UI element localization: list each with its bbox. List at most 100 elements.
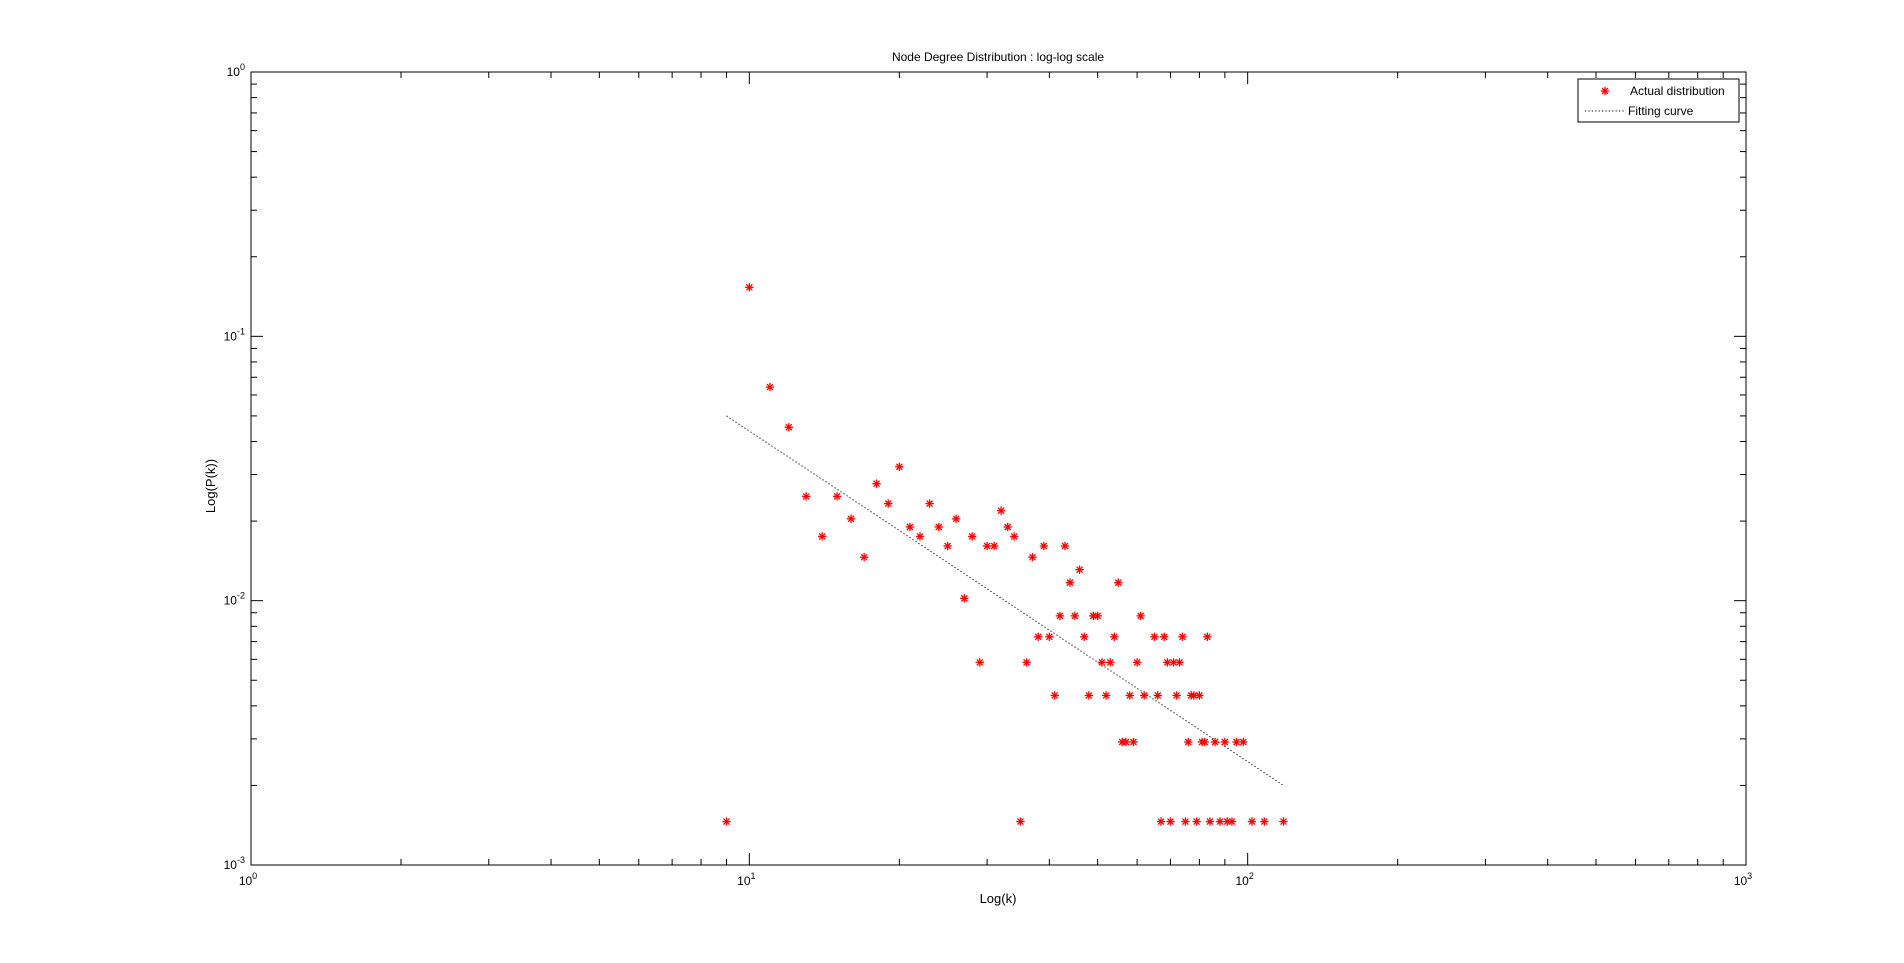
data-point: [1203, 632, 1212, 641]
data-point: [915, 532, 925, 541]
data-point: [905, 522, 915, 532]
axes-box: [250, 71, 1747, 866]
data-point: [1160, 632, 1169, 641]
data-point: [1097, 658, 1107, 667]
plot-area: 100 101 102 103 10-3 10-2 10-1 100: [224, 62, 1753, 888]
legend-box: [1577, 78, 1740, 123]
data-point: [1215, 817, 1225, 826]
data-point: [1060, 541, 1070, 551]
data-point: [975, 658, 984, 667]
data-point: [1093, 611, 1102, 621]
data-point: [943, 541, 952, 551]
data-point: [1136, 611, 1145, 621]
data-point: [1178, 632, 1187, 641]
x-axis-label: Log(k): [980, 891, 1017, 906]
data-point: [1022, 658, 1031, 667]
y-tick-label: 10-3: [224, 855, 245, 872]
data-point: [765, 382, 775, 392]
data-point: [934, 522, 944, 532]
y-axis-label: Log(P(k)): [203, 459, 218, 513]
data-point: [1195, 691, 1204, 700]
data-point: [967, 532, 977, 541]
series-layer: [722, 283, 1288, 826]
data-point: [1110, 632, 1119, 641]
data-point: [1140, 691, 1149, 700]
x-tick-label: 100: [239, 871, 257, 888]
fitting-curve-series: [726, 415, 1284, 786]
y-tick-label: 10-1: [224, 326, 245, 343]
data-point: [1239, 737, 1248, 747]
data-point: [1132, 658, 1142, 667]
axis-tick-labels: 100 101 102 103 10-3 10-2 10-1 100: [224, 62, 1753, 888]
data-point: [982, 541, 992, 551]
data-point: [1220, 737, 1230, 747]
actual-distribution-series: [722, 283, 1288, 826]
fitting-curve-line: [726, 415, 1284, 786]
data-point: [817, 532, 827, 541]
data-point: [1150, 632, 1159, 641]
data-point: [832, 492, 842, 501]
y-tick-label: 100: [227, 62, 245, 79]
data-point: [784, 423, 793, 432]
data-point: [895, 462, 904, 471]
data-point: [1156, 817, 1166, 826]
data-point: [1028, 553, 1037, 562]
data-point: [1125, 691, 1134, 700]
data-point: [872, 479, 881, 488]
data-point: [1172, 691, 1181, 700]
data-point: [884, 499, 893, 508]
x-tick-label: 103: [1734, 871, 1752, 888]
data-point: [1075, 565, 1084, 574]
data-point: [1045, 632, 1054, 641]
data-point: [1260, 817, 1269, 826]
data-point: [1034, 632, 1043, 641]
data-point: [1009, 532, 1019, 541]
x-tick-label: 101: [737, 871, 755, 888]
data-point: [1003, 522, 1012, 532]
data-point: [1080, 632, 1089, 641]
y-tick-label: 10-2: [224, 591, 245, 608]
legend-star-marker: [1600, 86, 1610, 96]
data-point: [1114, 578, 1123, 587]
legend-marker-actual: [1600, 86, 1610, 96]
data-point: [951, 514, 961, 524]
data-point: [1227, 817, 1237, 826]
data-point: [925, 499, 934, 508]
data-point: [1106, 658, 1115, 667]
axis-ticks: [250, 71, 1747, 866]
data-point: [1065, 578, 1075, 587]
data-point: [1166, 817, 1175, 826]
data-point: [1175, 658, 1184, 667]
data-point: [1016, 817, 1025, 826]
data-point: [960, 594, 969, 603]
data-point: [989, 541, 999, 551]
data-point: [1129, 737, 1138, 747]
legend: Actual distribution Fitting curve: [1577, 78, 1740, 123]
data-point: [745, 283, 754, 292]
data-point: [1153, 691, 1162, 700]
x-tick-label: 102: [1235, 871, 1253, 888]
legend-label-fitting: Fitting curve: [1628, 104, 1694, 118]
data-point: [1050, 691, 1059, 700]
data-point: [1084, 691, 1094, 700]
data-point: [801, 492, 811, 501]
data-point: [1181, 817, 1190, 826]
legend-label-actual: Actual distribution: [1630, 84, 1725, 98]
data-point: [996, 506, 1006, 515]
data-point: [1205, 817, 1215, 826]
data-point: [1200, 737, 1209, 747]
data-point: [1192, 817, 1201, 826]
data-point: [1184, 737, 1193, 747]
data-point: [846, 514, 856, 524]
data-point: [859, 553, 869, 562]
chart-title: Node Degree Distribution : log-log scale: [892, 50, 1104, 64]
data-point: [1210, 737, 1220, 747]
data-point: [1039, 541, 1049, 551]
data-point: [1101, 691, 1111, 700]
data-point: [1070, 611, 1080, 621]
data-point: [1247, 817, 1257, 826]
data-point: [722, 817, 731, 826]
data-point: [1055, 611, 1065, 621]
